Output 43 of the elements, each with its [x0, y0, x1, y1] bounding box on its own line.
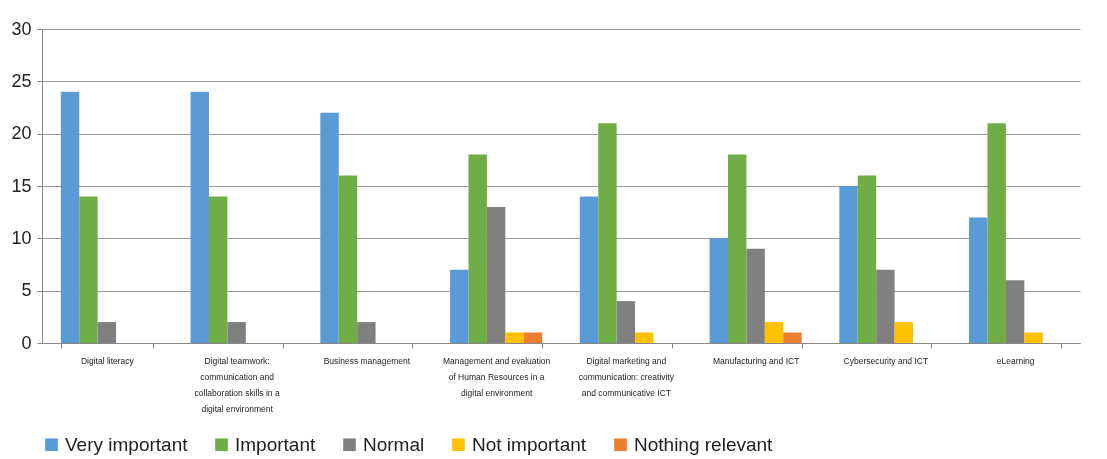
legend-label: Not important [472, 433, 587, 455]
x-tick-label: Digital literacy [80, 355, 135, 366]
y-tick-label: 0 [21, 332, 32, 353]
y-tick-label: 10 [11, 227, 32, 248]
bar [468, 154, 487, 343]
x-tick-label: Business management [323, 355, 411, 366]
bar [505, 332, 524, 343]
bar [338, 175, 358, 343]
y-tick-label: 15 [11, 175, 32, 196]
legend-label: Very important [65, 433, 189, 455]
bar [894, 322, 914, 343]
x-tick-label: Digital teamwork: communication and collaboration skills in a digital environment [194, 355, 280, 414]
bar [208, 196, 228, 343]
bar [60, 91, 80, 343]
bar [1024, 332, 1043, 343]
bar [190, 91, 209, 343]
y-tick-label: 5 [21, 280, 32, 301]
legend-label: Nothing relevant [634, 433, 774, 455]
bar [987, 123, 1006, 343]
x-tick-label: Management and evaluation of Human Resources in a digital environment [442, 355, 551, 398]
bar [79, 196, 98, 343]
y-tick-label: 20 [11, 123, 32, 144]
bar [523, 332, 543, 343]
bar [579, 196, 599, 343]
bar [727, 154, 747, 343]
x-tick-label: Manufacturing and ICT [712, 355, 800, 366]
bar [764, 322, 784, 343]
bar [635, 332, 654, 343]
bar [969, 217, 988, 343]
bar [320, 112, 339, 343]
bar [450, 269, 469, 343]
x-tick-label: Digital marketing and communication: creativity and communicative ICT [578, 355, 675, 398]
bar [783, 332, 802, 343]
bar [857, 175, 877, 343]
legend-label: Normal [363, 433, 425, 455]
bar [839, 186, 858, 343]
x-tick-label: Cybersecurity and ICT [843, 355, 929, 366]
x-tick-label: eLearning [996, 355, 1035, 366]
y-tick-label: 30 [11, 18, 32, 39]
bar [709, 238, 728, 343]
bar [598, 123, 617, 343]
legend-label: Important [235, 433, 316, 455]
y-tick-label: 25 [11, 70, 32, 91]
